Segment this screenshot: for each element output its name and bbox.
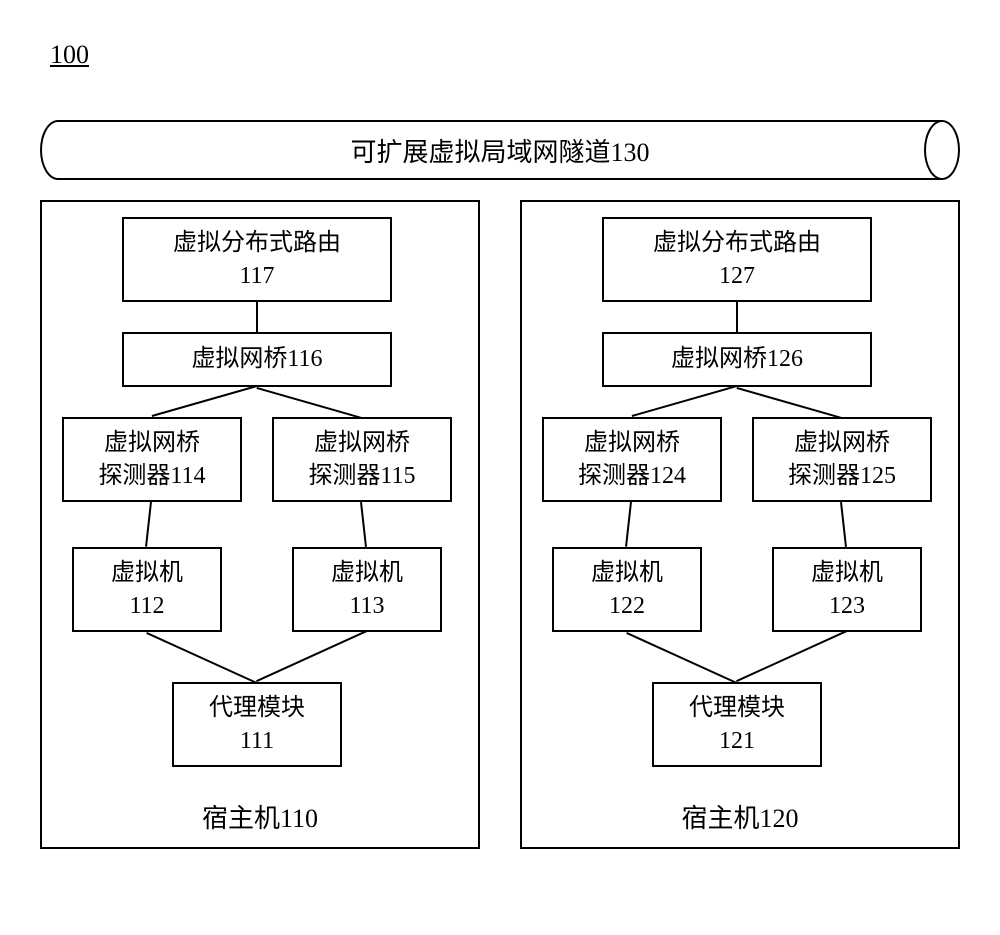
router-box: 虚拟分布式路由117: [122, 217, 392, 302]
conn-router-bridge: [256, 302, 258, 332]
probe-right-box: 虚拟网桥探测器115: [272, 417, 452, 502]
bridge-box: 虚拟网桥126: [602, 332, 872, 387]
host-label: 宿主机120: [522, 792, 958, 837]
host-0: 虚拟分布式路由117 虚拟网桥116 虚拟网桥探测器114 虚拟网桥探测器115 虚拟机…: [40, 200, 480, 849]
vm-left-box: 虚拟机112: [72, 547, 222, 632]
host-1: 虚拟分布式路由127 虚拟网桥126 虚拟网桥探测器124 虚拟网桥探测器125 虚拟机…: [520, 200, 960, 849]
system-diagram: 100 可扩展虚拟局域网隧道130 虚拟分布式路由117 虚拟网桥116 虚拟网桥探…: [40, 40, 960, 849]
conn-bridge-probeR: [736, 387, 842, 419]
conn-bridge-probeL: [631, 385, 737, 417]
conn-vmL-agent: [626, 632, 737, 684]
vm-right-box: 虚拟机123: [772, 547, 922, 632]
system-id-label: 100: [50, 40, 960, 70]
probe-left-box: 虚拟网桥探测器124: [542, 417, 722, 502]
vm-left-box: 虚拟机122: [552, 547, 702, 632]
tunnel-label: 可扩展虚拟局域网隧道130: [58, 120, 942, 180]
vm-right-box: 虚拟机113: [292, 547, 442, 632]
probe-right-box: 虚拟网桥探测器125: [752, 417, 932, 502]
bridge-box: 虚拟网桥116: [122, 332, 392, 387]
agent-box: 代理模块111: [172, 682, 342, 767]
agent-box: 代理模块121: [652, 682, 822, 767]
router-box: 虚拟分布式路由127: [602, 217, 872, 302]
host-label: 宿主机110: [42, 792, 478, 837]
tunnel-cap-right: [924, 120, 960, 180]
conn-probeL-vmL: [625, 502, 632, 547]
tunnel: 可扩展虚拟局域网隧道130: [40, 120, 960, 180]
host-inner: 虚拟分布式路由117 虚拟网桥116 虚拟网桥探测器114 虚拟网桥探测器115 虚拟机…: [42, 202, 478, 792]
conn-router-bridge: [736, 302, 738, 332]
conn-vmL-agent: [146, 632, 257, 684]
hosts-row: 虚拟分布式路由117 虚拟网桥116 虚拟网桥探测器114 虚拟网桥探测器115 虚拟机…: [40, 200, 960, 849]
conn-probeR-vmR: [360, 502, 367, 547]
conn-bridge-probeL: [151, 385, 257, 417]
probe-left-box: 虚拟网桥探测器114: [62, 417, 242, 502]
host-inner: 虚拟分布式路由127 虚拟网桥126 虚拟网桥探测器124 虚拟网桥探测器125 虚拟机…: [522, 202, 958, 792]
conn-vmR-agent: [256, 630, 367, 682]
conn-vmR-agent: [736, 630, 847, 682]
conn-probeL-vmL: [145, 502, 152, 547]
conn-bridge-probeR: [256, 387, 362, 419]
conn-probeR-vmR: [840, 502, 847, 547]
